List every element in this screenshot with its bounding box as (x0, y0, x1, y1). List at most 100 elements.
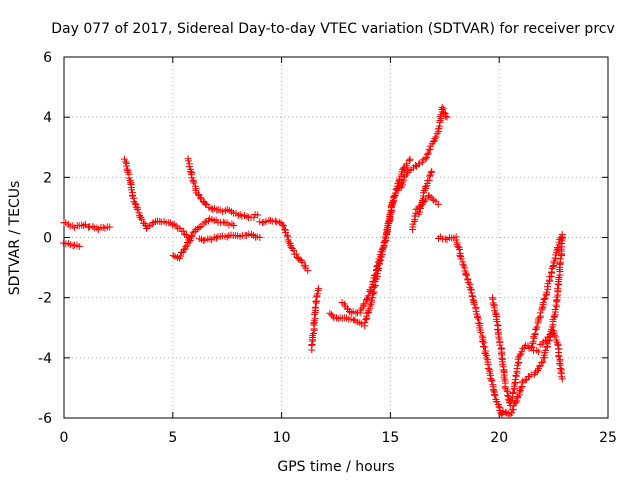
data-point (454, 243, 462, 251)
data-point (399, 178, 407, 186)
series-pass-n (435, 233, 510, 419)
data-point (230, 221, 238, 229)
data-point (373, 262, 381, 270)
data-point (550, 257, 558, 265)
data-point (379, 244, 387, 252)
data-point (310, 320, 318, 328)
data-point (425, 146, 433, 154)
data-point (425, 176, 433, 184)
series-pass-j (338, 179, 405, 317)
data-point (250, 213, 258, 221)
grid (64, 57, 608, 418)
y-tick-label: 4 (43, 110, 52, 126)
data-point (512, 398, 520, 406)
data-point (536, 309, 544, 317)
data-point (459, 260, 467, 268)
data-point (452, 236, 460, 244)
data-point (558, 230, 566, 238)
data-point (69, 242, 77, 250)
series-pass-g (256, 216, 312, 275)
data-point (304, 267, 312, 275)
data-point (442, 112, 450, 120)
data-point (468, 289, 476, 297)
data-point (190, 179, 198, 187)
data-point (519, 345, 527, 353)
data-point (368, 283, 376, 291)
data-point (556, 255, 564, 263)
chart-title: Day 077 of 2017, Sidereal Day-to-day VTE… (51, 21, 615, 37)
y-tick-label: -6 (38, 411, 52, 427)
data-point (417, 202, 425, 210)
data-point (285, 238, 293, 246)
data-point (481, 343, 489, 351)
data-point (350, 316, 358, 324)
series-pass-l (397, 103, 451, 191)
y-tick-label: -4 (38, 351, 52, 367)
data-point (426, 172, 434, 180)
data-point (400, 176, 408, 184)
data-point (243, 212, 251, 220)
data-point (431, 134, 439, 142)
data-point (298, 258, 306, 266)
series-pass-d (169, 215, 238, 262)
data-point (546, 273, 554, 281)
data-point (423, 150, 431, 158)
data-point (89, 223, 97, 231)
data-point (223, 233, 231, 241)
data-point (395, 175, 403, 183)
data-point (443, 113, 451, 121)
y-tick-labels: -6 -4 -2 0 2 4 6 (38, 50, 52, 427)
data-point (493, 317, 501, 325)
x-tick-label: 10 (273, 430, 291, 446)
data-point (423, 154, 431, 162)
x-tick-label: 25 (599, 430, 617, 446)
data-point (533, 346, 541, 354)
data-point (479, 342, 487, 350)
data-point (528, 343, 536, 351)
data-point (547, 330, 555, 338)
data-point (267, 216, 275, 224)
data-point (477, 328, 485, 336)
data-point (371, 271, 379, 279)
data-point (491, 392, 499, 400)
data-point (401, 173, 409, 181)
data-point (428, 167, 436, 175)
series-pass-h (308, 285, 323, 354)
data-point (463, 271, 471, 279)
data-point (509, 389, 517, 397)
data-point (142, 224, 150, 232)
data-point (281, 225, 289, 233)
data-point (64, 220, 72, 228)
data-point (534, 348, 542, 356)
data-point (283, 231, 291, 239)
data-point (80, 222, 88, 230)
data-point (131, 199, 139, 207)
data-point (315, 285, 323, 293)
data-point (543, 343, 551, 351)
data-point (514, 392, 522, 400)
data-point (219, 218, 227, 226)
series-pass-k (408, 192, 442, 233)
data-point (541, 346, 549, 354)
series-pass-c (120, 155, 194, 245)
data-point (262, 217, 270, 225)
data-point (548, 268, 556, 276)
data-point (434, 200, 442, 208)
data-point (280, 222, 288, 230)
data-point (416, 208, 424, 216)
data-point (201, 218, 209, 226)
y-tick-label: 6 (43, 50, 52, 66)
x-tick-label: 5 (168, 430, 177, 446)
data-point (550, 331, 558, 339)
data-point (271, 217, 279, 225)
data-point (556, 359, 564, 367)
y-tick-label: -2 (38, 291, 52, 307)
data-point (287, 242, 295, 250)
data-point (192, 226, 200, 234)
data-point (185, 162, 193, 170)
data-point (389, 196, 397, 204)
data-point (168, 221, 176, 229)
data-point (361, 300, 369, 308)
data-point (383, 226, 391, 234)
y-tick-label: 2 (43, 170, 52, 186)
